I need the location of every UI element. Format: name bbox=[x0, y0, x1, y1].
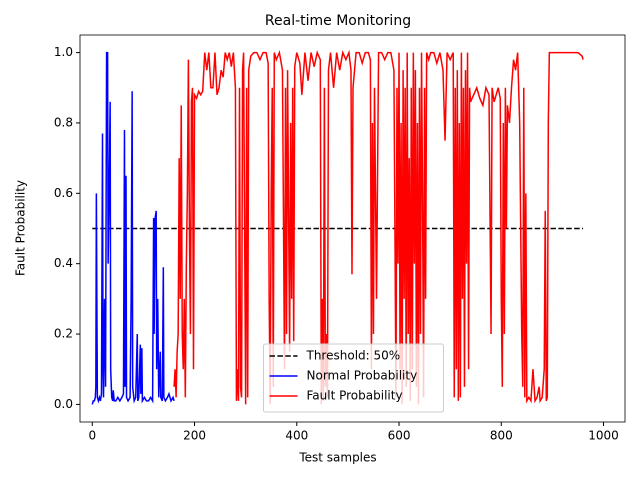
legend-label: Fault Probability bbox=[307, 389, 403, 403]
y-tick-label: 0.2 bbox=[54, 327, 73, 341]
series-line bbox=[173, 49, 584, 405]
x-tick-label: 400 bbox=[285, 429, 308, 443]
axes-frame bbox=[79, 34, 626, 423]
legend-label: Normal Probability bbox=[307, 369, 418, 383]
legend: Threshold: 50% Normal Probability Fault Pr… bbox=[263, 343, 444, 413]
y-tick-label: 0.0 bbox=[54, 397, 73, 411]
legend-box bbox=[263, 343, 444, 413]
legend-label: Threshold: 50% bbox=[306, 349, 401, 363]
x-tick-label: 1000 bbox=[588, 429, 619, 443]
y-tick-label: 0.4 bbox=[54, 256, 73, 270]
y-axis-label: Fault Probability bbox=[14, 180, 28, 276]
chart-title: Real-time Monitoring bbox=[265, 13, 411, 29]
y-tick-label: 0.8 bbox=[54, 115, 73, 129]
series-line bbox=[91, 51, 175, 405]
x-tick-label: 0 bbox=[88, 429, 96, 443]
x-tick-label: 600 bbox=[388, 429, 411, 443]
x-tick-label: 800 bbox=[490, 429, 513, 443]
x-axis-label: Test samples bbox=[298, 451, 376, 465]
x-tick-label: 200 bbox=[183, 429, 206, 443]
y-tick-label: 1.0 bbox=[54, 45, 73, 59]
y-tick-label: 0.6 bbox=[54, 186, 73, 200]
